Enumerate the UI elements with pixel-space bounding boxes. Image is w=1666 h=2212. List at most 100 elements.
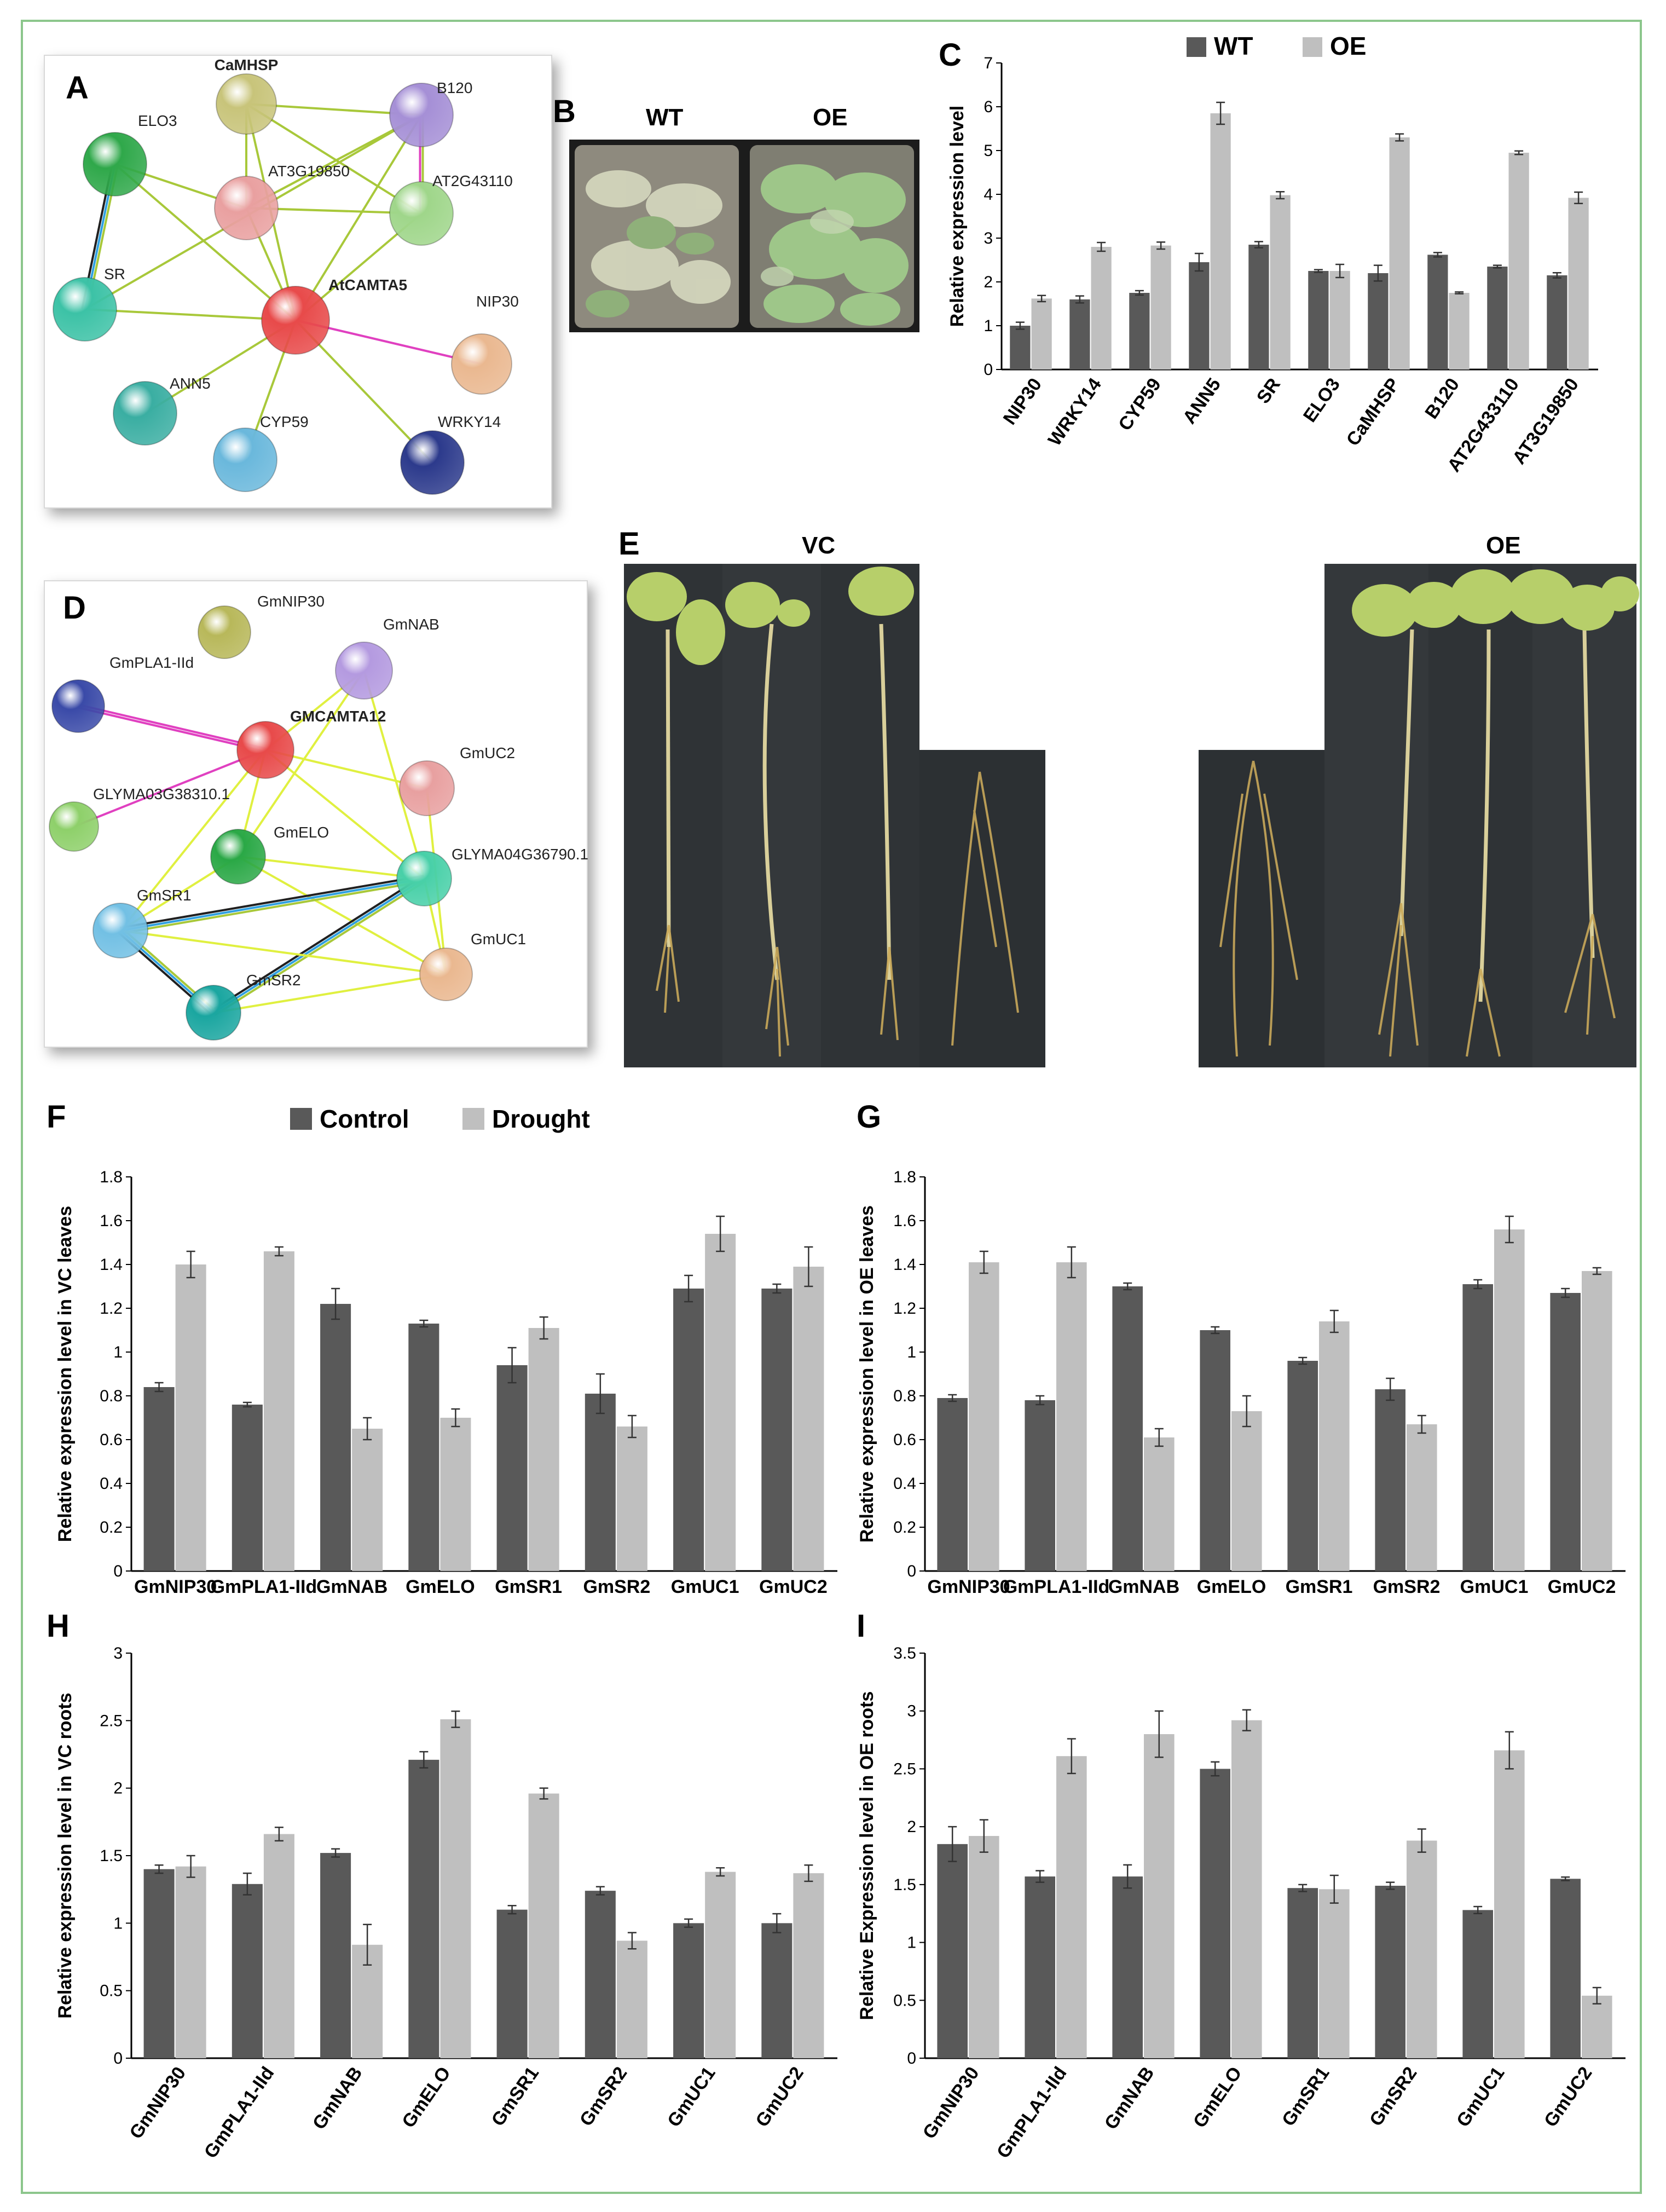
error-bar: [595, 1886, 605, 1896]
category-label-gmelo: GmELO: [1197, 1576, 1266, 1597]
bar-wt-ann5: [1189, 262, 1210, 369]
bar-wt-wrky14: [1069, 299, 1090, 369]
bar-wt-b120: [1427, 255, 1448, 369]
chart-f: F 0 0.2 0.4 0.6 0.8 1 1.2 1.4 1.6 1.8 Relative expr…: [47, 1099, 837, 1597]
bar-drought-gmpla1-iid: [263, 1834, 294, 2058]
category-label-b120: B120: [1421, 374, 1463, 423]
error-bar: [1097, 241, 1106, 252]
node-label-ann5: ANN5: [170, 375, 211, 392]
bar-drought-gmnab: [352, 1429, 383, 1571]
network-d-edge: [363, 670, 425, 879]
bar-control-gmnip30: [143, 1869, 175, 2058]
error-bar: [1505, 1215, 1514, 1244]
category-label-gmuc2: GmUC2: [1540, 2063, 1596, 2131]
legend-swatch-control: [290, 1108, 312, 1130]
bar-control-gmuc2: [1550, 1879, 1581, 2058]
bar-control-gmelo: [408, 1324, 439, 1571]
y-tick-label: 3: [984, 229, 993, 247]
error-bar: [1329, 1309, 1339, 1333]
category-label-gmpla1-iid: GmPLA1-IId: [1003, 1576, 1110, 1597]
bar-drought-gmnip30: [969, 1262, 999, 1571]
error-bar: [772, 1283, 782, 1294]
error-bar: [1473, 1279, 1483, 1290]
network-a-edge: [114, 163, 297, 321]
y-tick-label: 0.2: [100, 1518, 123, 1537]
photo-b-trays: [569, 140, 919, 332]
error-bar: [1298, 1356, 1308, 1365]
category-label-gmsr2: GmSR2: [576, 2063, 632, 2130]
chart-i: I 0 0.5 1 1.5 2 2.5 3 3.5 Relative Expression lev…: [857, 1608, 1625, 2162]
y-tick-label: 0.8: [893, 1387, 916, 1405]
bar-oe-elo3: [1329, 271, 1350, 369]
error-bar: [363, 1417, 372, 1441]
error-bar: [1036, 1870, 1045, 1883]
category-label-gmuc2: GmUC2: [1548, 1576, 1616, 1597]
y-tick-label: 1.4: [100, 1256, 123, 1274]
error-bar: [1561, 1876, 1570, 1881]
node-at3g19850: [214, 176, 279, 240]
photo-b-wt-label: WT: [646, 104, 684, 131]
node-gmuc2: [399, 760, 455, 816]
chart-h: H 0 0.5 1 1.5 2 2.5 3 Relative expression level …: [47, 1608, 837, 2162]
category-label-gmsr1: GmSR1: [488, 2063, 543, 2130]
network-d-edge: [120, 880, 425, 934]
node-gmpla1-iid: [51, 679, 105, 733]
node-gmsr1: [92, 903, 148, 958]
node-label-gmsr1: GmSR1: [137, 887, 192, 904]
error-bar: [1574, 191, 1583, 205]
bar-drought-gmelo: [1231, 1720, 1262, 2058]
bar-drought-gmsr2: [616, 1940, 647, 2058]
error-bar: [1123, 1864, 1132, 1889]
error-bar: [716, 1215, 725, 1252]
network-d-edge: [213, 973, 447, 1014]
node-gmelo: [210, 829, 266, 885]
error-bar: [1417, 1828, 1426, 1853]
error-bar: [1154, 1428, 1164, 1447]
node-atcamta5: [261, 286, 330, 355]
bar-drought-gmsr2: [1407, 1840, 1437, 2058]
error-bar: [772, 1913, 782, 1933]
bar-drought-gmsr1: [528, 1328, 559, 1571]
bar-control-gmuc1: [1462, 1910, 1493, 2058]
bar-control-gmnab: [1112, 1286, 1143, 1571]
network-d-edge: [78, 703, 267, 750]
panel-label-f: F: [47, 1099, 66, 1135]
node-gmnip30: [198, 605, 251, 659]
node-label-gmpla1-iid: GmPLA1-IId: [109, 654, 194, 671]
error-bar: [1211, 1761, 1220, 1777]
network-d-edge: [212, 877, 425, 1014]
error-bar: [979, 1819, 988, 1853]
y-tick-label: 1: [113, 1914, 123, 1932]
y-tick-label: 1.8: [100, 1168, 123, 1186]
error-bar: [1592, 1267, 1601, 1275]
panel-label-d: D: [63, 590, 86, 626]
panel-label-h: H: [47, 1608, 70, 1644]
category-label-gmpla1-iid: GmPLA1-IId: [993, 2063, 1071, 2162]
bar-control-gmpla1-iid: [1025, 1400, 1055, 1571]
bar-drought-gmuc2: [793, 1873, 824, 2058]
node-ann5: [113, 381, 177, 446]
bar-control-gmnab: [1112, 1876, 1143, 2058]
legend-swatch-wt: [1187, 37, 1206, 57]
photo-b-oe-label: OE: [813, 104, 848, 131]
category-label-gmnab: GmNAB: [1101, 2063, 1159, 2134]
bar-drought-gmpla1-iid: [1056, 1756, 1087, 2058]
network-d-edge: [120, 877, 425, 932]
category-label-gmnab: GmNAB: [1108, 1576, 1179, 1597]
error-bar: [1067, 1738, 1076, 1775]
error-bar: [1216, 101, 1225, 125]
error-bar: [1254, 241, 1263, 249]
error-bar: [242, 1401, 252, 1408]
error-bar: [186, 1855, 195, 1878]
y-tick-label: 1: [113, 1343, 123, 1361]
error-bar: [979, 1250, 988, 1274]
bar-drought-gmnip30: [175, 1264, 206, 1571]
bar-wt-cyp59: [1129, 293, 1150, 369]
error-bar: [274, 1826, 284, 1842]
error-bar: [1135, 290, 1144, 296]
error-bar: [684, 1918, 693, 1928]
node-label-gmuc2: GmUC2: [460, 744, 515, 761]
error-bar: [242, 1872, 252, 1896]
category-label-gmuc1: GmUC1: [1453, 2063, 1509, 2131]
network-d: D GmNIP30 GmNAB GmPLA1-IId GMCAMTA12 GmUC2 GLY…: [49, 590, 588, 1041]
